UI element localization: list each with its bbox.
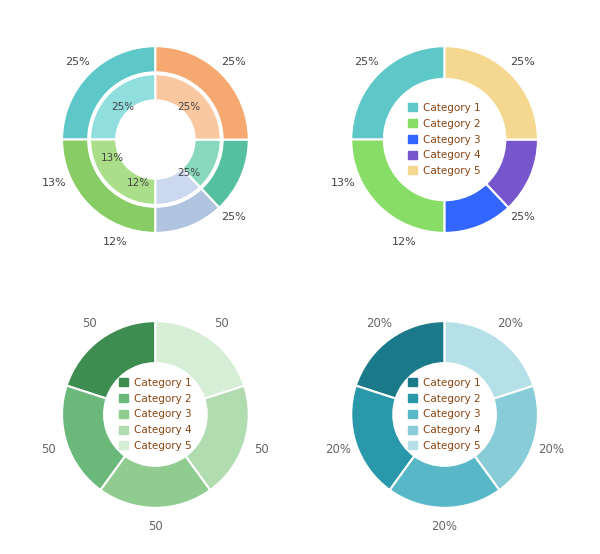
- Wedge shape: [62, 140, 155, 233]
- Legend: Category 1, Category 2, Category 3, Category 4, Category 5: Category 1, Category 2, Category 3, Cate…: [404, 99, 485, 180]
- Text: 25%: 25%: [177, 101, 200, 111]
- Wedge shape: [155, 74, 221, 140]
- Wedge shape: [62, 46, 155, 140]
- Wedge shape: [445, 184, 509, 233]
- Text: 25%: 25%: [111, 101, 134, 111]
- Wedge shape: [390, 456, 499, 508]
- Text: 12%: 12%: [103, 237, 127, 247]
- Text: 25%: 25%: [221, 57, 245, 66]
- Text: 50: 50: [82, 317, 97, 330]
- Wedge shape: [202, 140, 249, 208]
- Text: 50: 50: [41, 443, 56, 455]
- Text: 50: 50: [214, 317, 229, 330]
- Wedge shape: [67, 321, 155, 398]
- Wedge shape: [182, 140, 221, 187]
- Text: 25%: 25%: [510, 212, 535, 223]
- Text: 13%: 13%: [42, 178, 67, 188]
- Wedge shape: [62, 386, 125, 490]
- Wedge shape: [185, 386, 249, 490]
- Text: 25%: 25%: [510, 57, 535, 66]
- Text: 12%: 12%: [392, 237, 416, 247]
- Wedge shape: [90, 74, 155, 140]
- Wedge shape: [351, 140, 445, 233]
- Wedge shape: [445, 321, 533, 398]
- Wedge shape: [475, 386, 538, 490]
- Text: 13%: 13%: [101, 153, 124, 163]
- Wedge shape: [486, 140, 538, 208]
- Wedge shape: [155, 321, 244, 398]
- Wedge shape: [155, 168, 200, 205]
- Text: 25%: 25%: [221, 212, 245, 223]
- Text: 20%: 20%: [497, 317, 523, 330]
- Wedge shape: [356, 321, 445, 398]
- Text: 13%: 13%: [331, 178, 356, 188]
- Wedge shape: [101, 456, 210, 508]
- Text: 25%: 25%: [355, 57, 379, 66]
- Wedge shape: [90, 140, 155, 205]
- Wedge shape: [445, 46, 538, 140]
- Legend: Category 1, Category 2, Category 3, Category 4, Category 5: Category 1, Category 2, Category 3, Cate…: [115, 374, 196, 455]
- Text: 20%: 20%: [366, 317, 392, 330]
- Text: 50: 50: [148, 520, 163, 533]
- Text: 20%: 20%: [325, 443, 351, 455]
- Wedge shape: [351, 46, 445, 140]
- Text: 25%: 25%: [65, 57, 90, 66]
- Wedge shape: [351, 386, 415, 490]
- Text: 20%: 20%: [538, 443, 564, 455]
- Text: 50: 50: [254, 443, 269, 455]
- Text: 20%: 20%: [431, 520, 458, 533]
- Wedge shape: [155, 188, 220, 233]
- Text: 25%: 25%: [177, 167, 200, 177]
- Wedge shape: [155, 46, 249, 140]
- Text: 12%: 12%: [127, 178, 150, 188]
- Legend: Category 1, Category 2, Category 3, Category 4, Category 5: Category 1, Category 2, Category 3, Cate…: [404, 374, 485, 455]
